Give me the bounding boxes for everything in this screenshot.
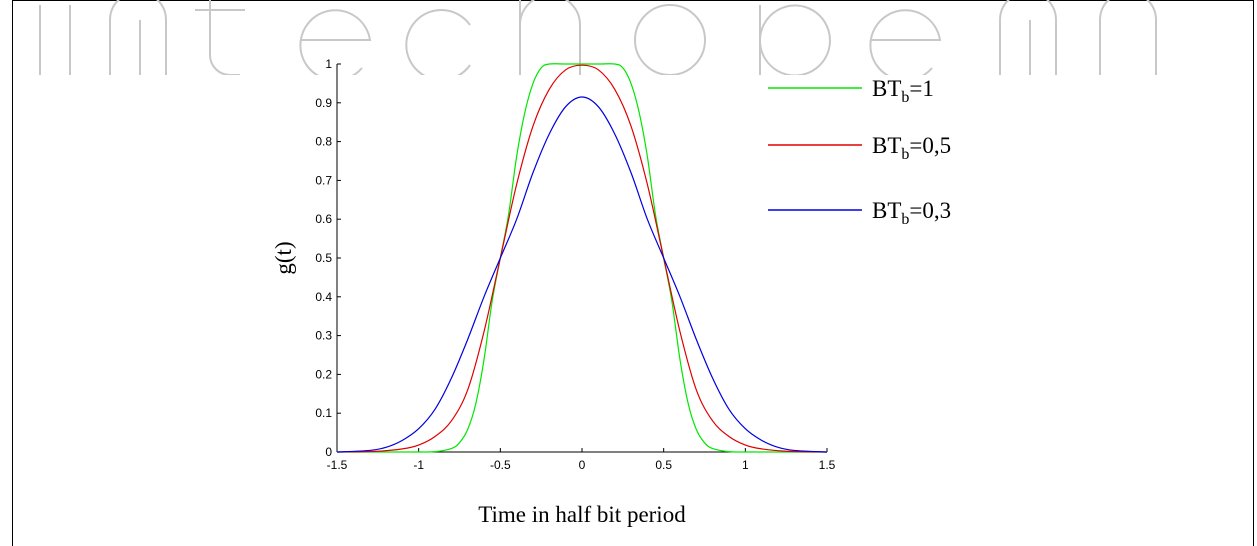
legend-label-tail: =0,5 bbox=[909, 133, 951, 158]
x-tick-label: -0.5 bbox=[490, 458, 511, 472]
y-tick-label: 0.5 bbox=[315, 251, 332, 265]
y-tick-label: 0.8 bbox=[315, 135, 332, 149]
legend-label-subscript: b bbox=[901, 146, 909, 163]
y-tick-label: 0 bbox=[325, 445, 332, 459]
legend-label-tail: =1 bbox=[909, 76, 933, 101]
series-line-2 bbox=[336, 64, 828, 453]
legend-label-tail: =0,3 bbox=[909, 198, 951, 223]
watermark-logo bbox=[39, 0, 1157, 75]
y-tick-label: 0.7 bbox=[315, 173, 332, 187]
series-line-1 bbox=[337, 63, 827, 453]
legend-label-main: BT bbox=[872, 133, 901, 158]
y-tick-label: 0.1 bbox=[315, 406, 332, 420]
series-line-3 bbox=[336, 96, 828, 453]
y-tick-label: 0.9 bbox=[315, 96, 332, 110]
legend-label-1: BTb=1 bbox=[872, 76, 934, 106]
legend-label-main: BT bbox=[872, 76, 901, 101]
legend-label-subscript: b bbox=[901, 211, 909, 228]
x-tick-label: 1 bbox=[742, 458, 749, 472]
legend-label-main: BT bbox=[872, 198, 901, 223]
legend-label-subscript: b bbox=[901, 89, 909, 106]
legend-label-2: BTb=0,5 bbox=[872, 133, 951, 163]
y-tick-label: 0.2 bbox=[315, 367, 332, 381]
y-axis-title: g(t) bbox=[271, 241, 296, 274]
y-tick-label: 0.4 bbox=[315, 290, 332, 304]
x-axis-title: Time in half bit period bbox=[478, 502, 686, 527]
ticks: -1.5 -1 -0.5 0 0.5 1 1.5 0 0.1 0.2 0.3 0.4 0.5 0.6 0.7… bbox=[315, 57, 835, 472]
y-tick-label: 0.6 bbox=[315, 212, 332, 226]
y-tick-label: 1 bbox=[325, 57, 332, 71]
legend-label-3: BTb=0,3 bbox=[872, 198, 951, 228]
x-tick-label: 0.5 bbox=[655, 458, 672, 472]
x-tick-label: 1.5 bbox=[819, 458, 836, 472]
x-tick-label: -1.5 bbox=[327, 458, 348, 472]
y-tick-label: 0.3 bbox=[315, 329, 332, 343]
axes bbox=[336, 64, 827, 453]
figure-frame bbox=[12, 0, 1254, 546]
series bbox=[336, 63, 828, 453]
x-tick-label: -1 bbox=[413, 458, 424, 472]
x-tick-label: 0 bbox=[579, 458, 586, 472]
